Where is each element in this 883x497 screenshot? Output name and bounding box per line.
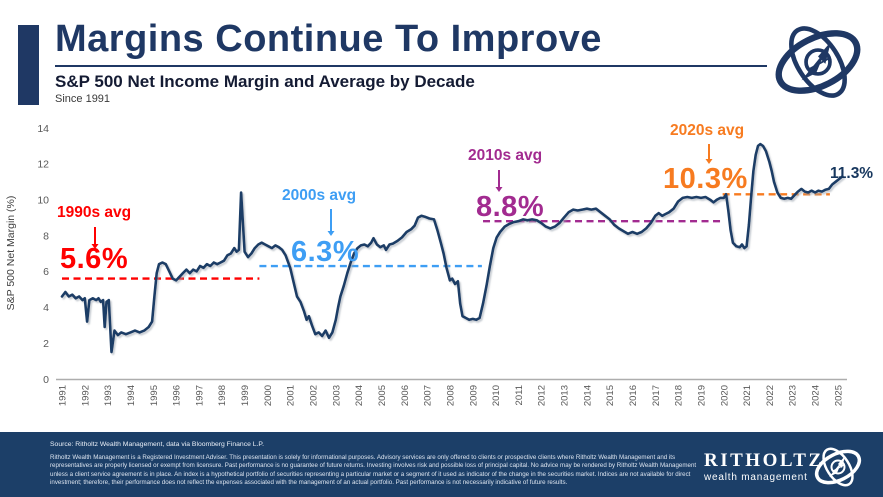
latest-value-label: 11.3% (830, 165, 874, 182)
page-title: Margins Continue To Improve (55, 18, 602, 60)
brand-globe-icon (812, 442, 864, 492)
svg-text:12: 12 (37, 159, 49, 171)
svg-text:2001: 2001 (286, 385, 297, 406)
svg-text:2006: 2006 (400, 385, 411, 406)
svg-text:10: 10 (37, 195, 49, 207)
annotation-2000s-value: 6.3% (291, 236, 360, 268)
chart-subtitle: S&P 500 Net Income Margin and Average by… (55, 72, 475, 91)
svg-text:8: 8 (43, 230, 49, 242)
svg-text:2007: 2007 (423, 385, 434, 406)
svg-text:2012: 2012 (537, 385, 548, 406)
source-text: Source: Ritholtz Wealth Management, data… (50, 441, 264, 448)
annotation-2010s-label: 2010s avg (468, 147, 543, 164)
svg-text:2008: 2008 (445, 385, 456, 406)
annotation-2020s-label: 2020s avg (670, 122, 745, 139)
svg-text:2017: 2017 (651, 385, 662, 406)
svg-text:2020: 2020 (719, 385, 730, 406)
svg-text:2024: 2024 (811, 385, 822, 406)
annotation-1990s-value: 5.6% (60, 243, 129, 275)
brand-subtitle: wealth management (704, 472, 808, 483)
svg-text:1995: 1995 (149, 385, 160, 406)
annotation-2020s-value: 10.3% (663, 163, 748, 195)
disclaimer-text: Ritholtz Wealth Management is a Register… (50, 454, 697, 486)
svg-text:2002: 2002 (309, 385, 320, 406)
annotation-2010s-value: 8.8% (476, 191, 545, 223)
svg-text:2016: 2016 (628, 385, 639, 406)
svg-text:6: 6 (43, 266, 49, 278)
svg-text:2019: 2019 (696, 385, 707, 406)
annotation-2000s-label: 2000s avg (282, 187, 357, 204)
svg-text:2011: 2011 (514, 385, 525, 405)
svg-text:2: 2 (43, 338, 49, 350)
title-divider (55, 65, 767, 67)
brand-name: RITHOLTZ (704, 450, 824, 471)
svg-text:2004: 2004 (354, 385, 365, 406)
svg-text:2003: 2003 (331, 385, 342, 406)
svg-text:2021: 2021 (742, 385, 753, 406)
svg-text:1992: 1992 (80, 385, 91, 406)
svg-text:2000: 2000 (263, 385, 274, 406)
svg-text:2022: 2022 (765, 385, 776, 406)
svg-text:2014: 2014 (582, 385, 593, 406)
svg-text:4: 4 (43, 302, 49, 314)
svg-text:2025: 2025 (833, 385, 844, 406)
svg-text:2005: 2005 (377, 385, 388, 406)
svg-text:2015: 2015 (605, 385, 616, 406)
svg-text:1997: 1997 (194, 385, 205, 406)
chart-period: Since 1991 (55, 93, 111, 105)
svg-text:14: 14 (37, 123, 49, 135)
svg-text:1994: 1994 (126, 385, 137, 406)
svg-text:1996: 1996 (172, 385, 183, 406)
svg-text:1999: 1999 (240, 385, 251, 406)
svg-text:2023: 2023 (788, 385, 799, 406)
svg-text:1991: 1991 (58, 385, 69, 406)
svg-text:1993: 1993 (103, 385, 114, 406)
footer-band: Source: Ritholtz Wealth Management, data… (0, 432, 883, 497)
svg-text:2018: 2018 (674, 385, 685, 406)
svg-text:2009: 2009 (468, 385, 479, 406)
header-accent-bar (18, 25, 39, 105)
svg-text:2013: 2013 (560, 385, 571, 406)
svg-text:2010: 2010 (491, 385, 502, 406)
annotation-1990s-label: 1990s avg (57, 204, 132, 221)
brand-wordmark: RITHOLTZ wealth management (704, 450, 824, 483)
svg-text:1998: 1998 (217, 385, 228, 406)
svg-text:0: 0 (43, 374, 49, 386)
svg-text:S&P 500 Net Margin (%): S&P 500 Net Margin (%) (5, 196, 17, 311)
